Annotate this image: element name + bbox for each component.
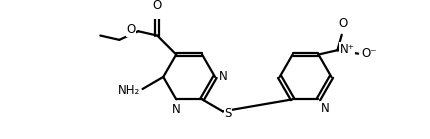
Text: N: N <box>321 102 330 115</box>
Text: N: N <box>218 70 227 83</box>
Text: N⁺: N⁺ <box>340 43 355 56</box>
Text: S: S <box>224 107 232 121</box>
Text: O: O <box>153 0 162 12</box>
Text: O: O <box>339 17 348 29</box>
Text: O⁻: O⁻ <box>362 47 377 60</box>
Text: N: N <box>172 103 181 116</box>
Text: NH₂: NH₂ <box>118 84 140 97</box>
Text: O: O <box>126 23 136 36</box>
